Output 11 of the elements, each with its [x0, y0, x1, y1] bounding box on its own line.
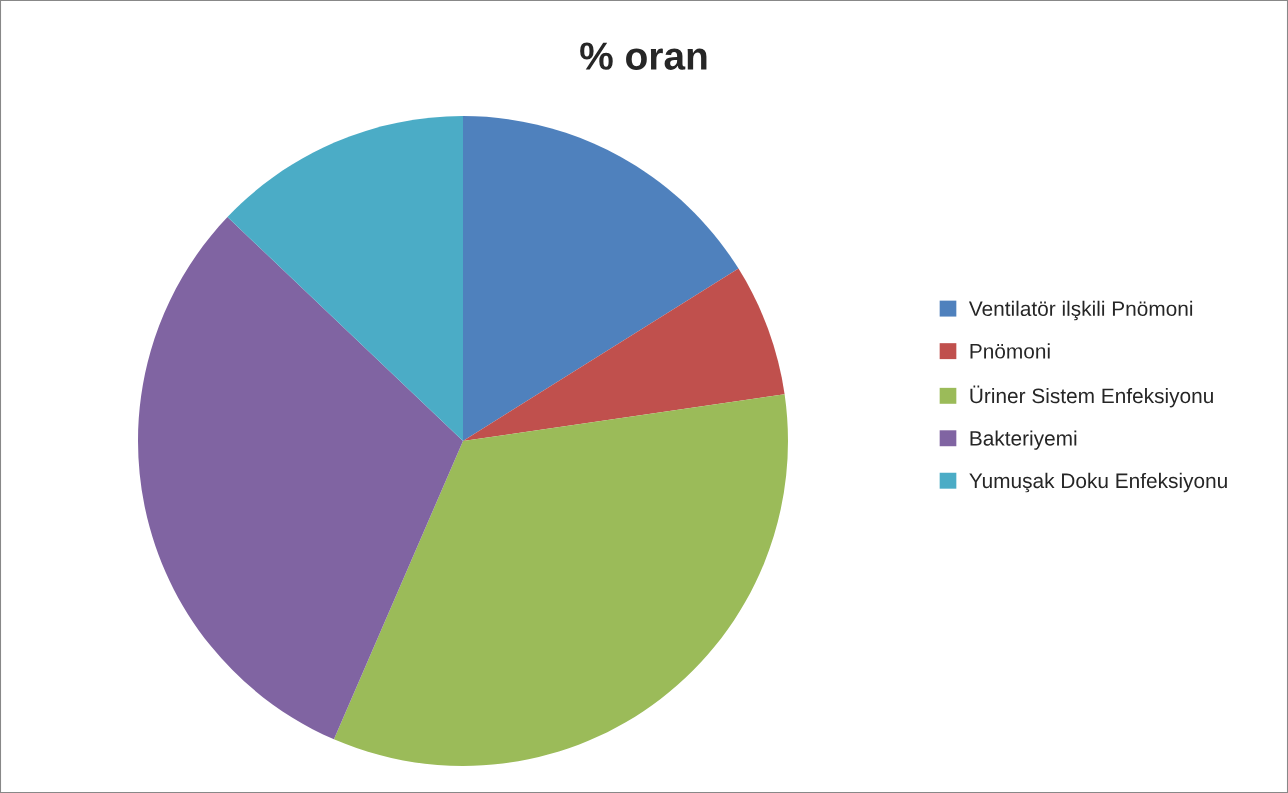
pie-slice [227, 116, 463, 441]
legend-label: Üriner Sistem Enfeksiyonu [970, 385, 1213, 408]
legend-label: Bakteriyemi [970, 430, 1077, 450]
pie-slice [463, 116, 739, 441]
legend-label: Ventilatör ilşkili Pnömoni [968, 300, 1193, 321]
pie-slice [463, 268, 785, 441]
legend-label: Yumuşak Doku Enfeksiyonu [969, 472, 1227, 493]
legend-label: Pnömoni [970, 343, 1050, 359]
pie-slice [333, 394, 788, 766]
pie-slice [138, 217, 463, 740]
chart-title: % oran [580, 42, 707, 70]
